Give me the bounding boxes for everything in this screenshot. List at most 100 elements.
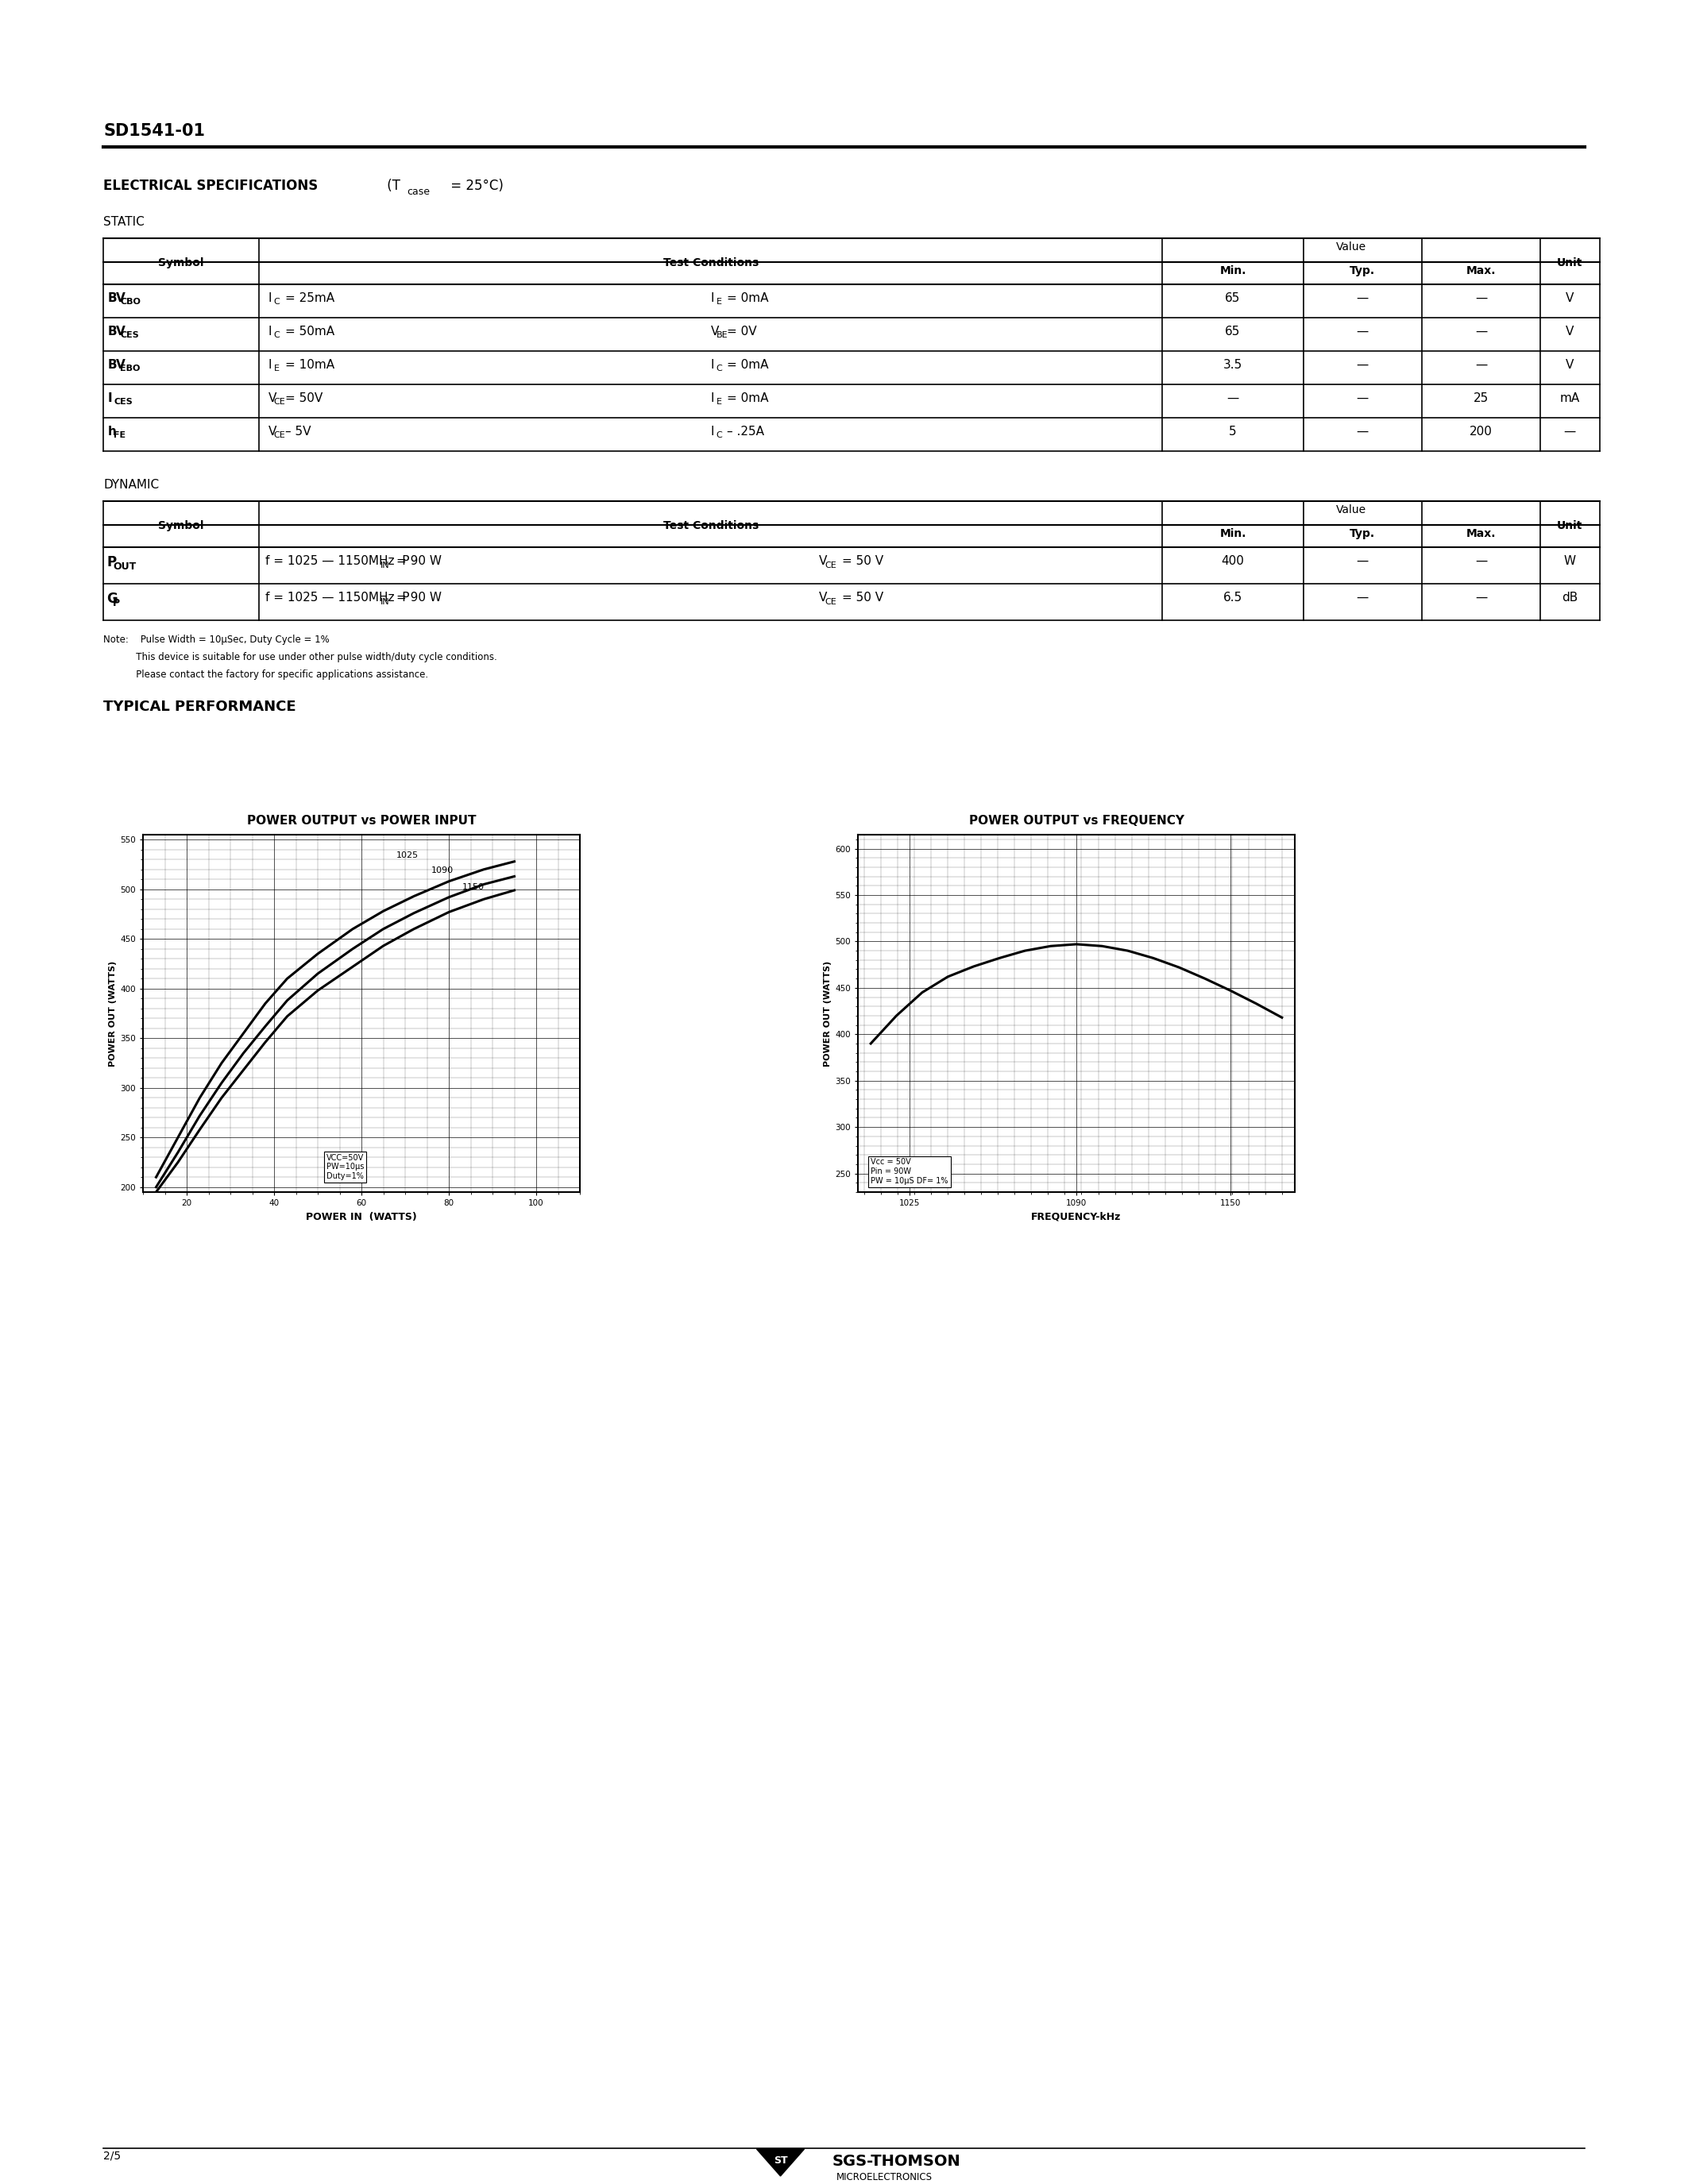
Text: EBO: EBO — [120, 365, 140, 373]
Text: —: — — [1357, 426, 1369, 437]
Text: = 50V: = 50V — [285, 393, 322, 404]
X-axis label: POWER IN  (WATTS): POWER IN (WATTS) — [306, 1212, 417, 1221]
Text: —: — — [1357, 393, 1369, 404]
Text: —: — — [1357, 358, 1369, 371]
Text: 1090: 1090 — [432, 867, 454, 874]
Text: f = 1025 — 1150MHz  P: f = 1025 — 1150MHz P — [265, 555, 410, 568]
Text: —: — — [1227, 393, 1239, 404]
Text: CE: CE — [824, 598, 836, 605]
Text: Test Conditions: Test Conditions — [663, 520, 758, 531]
Text: G: G — [106, 592, 118, 605]
Text: BV: BV — [108, 325, 127, 339]
Text: dB: dB — [1561, 592, 1578, 603]
Text: = 25°C): = 25°C) — [446, 179, 503, 192]
Polygon shape — [756, 2149, 803, 2175]
Text: IN: IN — [380, 561, 390, 570]
Text: = 0mA: = 0mA — [728, 293, 770, 304]
Y-axis label: POWER OUT (WATTS): POWER OUT (WATTS) — [108, 961, 116, 1066]
Text: BV: BV — [108, 293, 127, 304]
Text: 25: 25 — [1474, 393, 1489, 404]
Text: DYNAMIC: DYNAMIC — [103, 478, 159, 491]
Text: = 50mA: = 50mA — [285, 325, 334, 339]
Text: I: I — [711, 393, 714, 404]
Text: —: — — [1475, 592, 1487, 603]
Text: I: I — [268, 293, 272, 304]
Text: mA: mA — [1560, 393, 1580, 404]
Text: – .25A: – .25A — [728, 426, 765, 437]
Text: —: — — [1475, 293, 1487, 304]
Text: FE: FE — [115, 430, 127, 439]
Text: VCC=50V
PW=10μs
Duty=1%: VCC=50V PW=10μs Duty=1% — [326, 1153, 365, 1179]
Text: f = 1025 — 1150MHz  P: f = 1025 — 1150MHz P — [265, 592, 410, 603]
Text: —: — — [1475, 555, 1487, 568]
Text: (T: (T — [383, 179, 400, 192]
Text: 400: 400 — [1222, 555, 1244, 568]
Text: IN: IN — [380, 598, 390, 605]
Text: ST: ST — [773, 2156, 787, 2167]
Text: E: E — [716, 397, 722, 406]
Text: Min.: Min. — [1219, 264, 1246, 277]
Text: I: I — [711, 293, 714, 304]
Text: Symbol: Symbol — [159, 520, 204, 531]
Text: I: I — [711, 426, 714, 437]
Text: 5: 5 — [1229, 426, 1237, 437]
Text: 6.5: 6.5 — [1224, 592, 1242, 603]
Text: = 90 W: = 90 W — [397, 592, 442, 603]
Text: SD1541-01: SD1541-01 — [103, 122, 204, 140]
Text: P: P — [106, 555, 116, 570]
Text: CBO: CBO — [120, 297, 140, 306]
Text: Unit: Unit — [1556, 258, 1583, 269]
Text: CES: CES — [115, 397, 133, 406]
Text: V: V — [268, 393, 277, 404]
Text: I: I — [711, 358, 714, 371]
Text: V: V — [1566, 325, 1573, 339]
Text: BE: BE — [716, 332, 728, 339]
Text: BV: BV — [108, 358, 127, 371]
Text: V: V — [1566, 293, 1573, 304]
Text: SGS-THOMSON: SGS-THOMSON — [832, 2153, 960, 2169]
Text: V: V — [268, 426, 277, 437]
Text: —: — — [1357, 325, 1369, 339]
Text: – 5V: – 5V — [285, 426, 311, 437]
Text: V: V — [819, 555, 827, 568]
Text: OUT: OUT — [113, 561, 137, 572]
Text: 65: 65 — [1225, 293, 1241, 304]
Text: Typ.: Typ. — [1350, 529, 1376, 539]
Text: C: C — [273, 297, 280, 306]
Text: = 10mA: = 10mA — [285, 358, 334, 371]
Text: E: E — [716, 297, 722, 306]
Text: MICROELECTRONICS: MICROELECTRONICS — [836, 2173, 932, 2182]
Text: Typ.: Typ. — [1350, 264, 1376, 277]
Text: 200: 200 — [1470, 426, 1492, 437]
Text: 1025: 1025 — [397, 852, 419, 860]
Text: V: V — [711, 325, 719, 339]
X-axis label: FREQUENCY-kHz: FREQUENCY-kHz — [1031, 1212, 1121, 1221]
Text: I: I — [268, 325, 272, 339]
Text: POWER OUTPUT vs POWER INPUT: POWER OUTPUT vs POWER INPUT — [246, 815, 476, 828]
Text: Value: Value — [1337, 242, 1367, 253]
Text: 3.5: 3.5 — [1224, 358, 1242, 371]
Text: This device is suitable for use under other pulse width/duty cycle conditions.: This device is suitable for use under ot… — [103, 653, 496, 662]
Text: I: I — [108, 393, 113, 404]
Text: CE: CE — [273, 397, 285, 406]
Text: C: C — [716, 365, 722, 373]
Text: ELECTRICAL SPECIFICATIONS: ELECTRICAL SPECIFICATIONS — [103, 179, 317, 192]
Text: —: — — [1357, 555, 1369, 568]
Text: —: — — [1357, 592, 1369, 603]
Text: Value: Value — [1337, 505, 1367, 515]
Text: —: — — [1563, 426, 1577, 437]
Text: = 50 V: = 50 V — [842, 555, 883, 568]
Text: P: P — [113, 598, 120, 609]
Text: W: W — [1563, 555, 1577, 568]
Text: Test Conditions: Test Conditions — [663, 258, 758, 269]
Text: Unit: Unit — [1556, 520, 1583, 531]
Text: TYPICAL PERFORMANCE: TYPICAL PERFORMANCE — [103, 699, 295, 714]
Text: —: — — [1475, 325, 1487, 339]
Text: = 50 V: = 50 V — [842, 592, 883, 603]
Text: = 0mA: = 0mA — [728, 393, 770, 404]
Text: case: case — [407, 186, 430, 197]
Text: Min.: Min. — [1219, 529, 1246, 539]
Text: Max.: Max. — [1467, 529, 1496, 539]
Text: POWER OUTPUT vs FREQUENCY: POWER OUTPUT vs FREQUENCY — [969, 815, 1183, 828]
Text: Max.: Max. — [1467, 264, 1496, 277]
